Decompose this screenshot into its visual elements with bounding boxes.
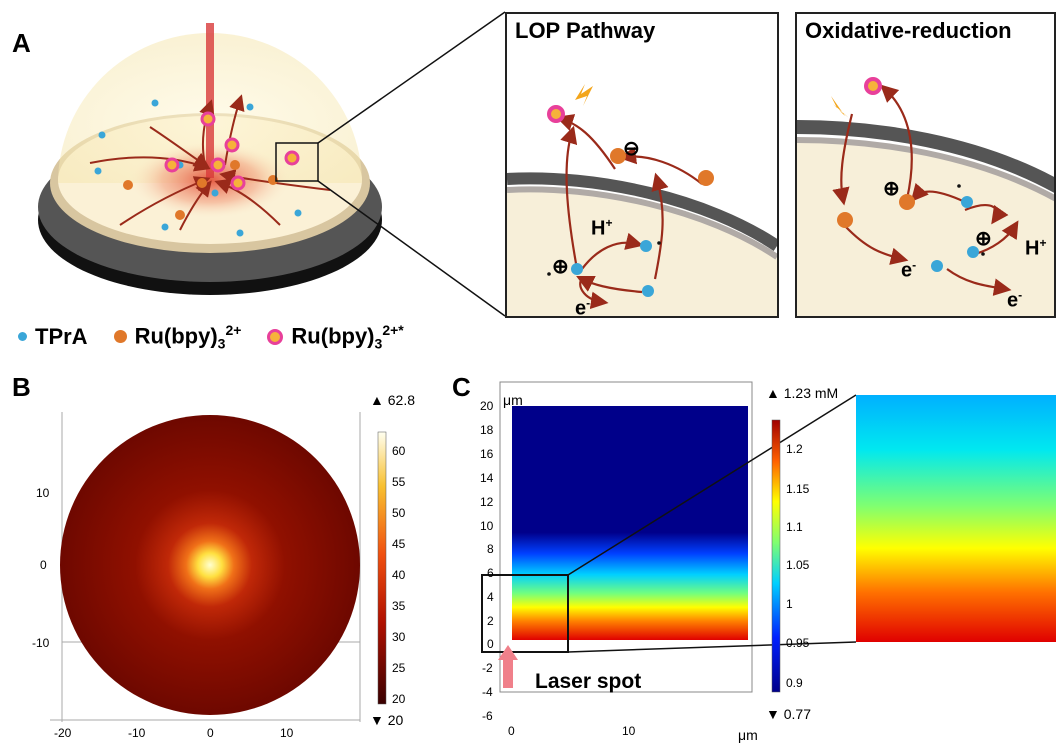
- lop-e-minus: e-: [575, 296, 591, 318]
- c-ytick: -6: [482, 709, 493, 723]
- b-xtick: -10: [128, 726, 146, 740]
- laser-spot-label: Laser spot: [535, 670, 642, 693]
- colorbar-b: [377, 431, 387, 705]
- electrode-dish-illustration: [38, 23, 382, 295]
- c-colorbar-max: ▲ 1.23 mM: [766, 385, 839, 401]
- legend-ru-star: Ru(bpy)32+*: [267, 322, 404, 352]
- species-legend: TPrA Ru(bpy)32+ Ru(bpy)32+*: [18, 322, 404, 352]
- c-zoom-region: [481, 574, 569, 653]
- b-cbtick: 25: [392, 661, 406, 675]
- c-cbtick: 1.2: [786, 442, 803, 456]
- zoomed-field: [856, 395, 1056, 642]
- c-colorbar-min: ▼ 0.77: [766, 706, 811, 722]
- c-ytick: 6: [487, 566, 494, 580]
- c-xtick: 10: [622, 724, 636, 738]
- b-cbtick: 50: [392, 506, 406, 520]
- legend-ru: Ru(bpy)32+: [113, 322, 241, 352]
- c-ytick: 16: [480, 447, 494, 461]
- b-cbtick: 60: [392, 444, 406, 458]
- c-cbtick: 1.1: [786, 520, 803, 534]
- ru-star-particles: [164, 111, 300, 191]
- concentration-map-plot: [481, 381, 1056, 693]
- c-ytick: 2: [487, 614, 494, 628]
- c-cbtick: 1.15: [786, 482, 810, 496]
- b-cbtick: 30: [392, 630, 406, 644]
- b-ytick: -10: [32, 636, 50, 650]
- c-x-unit: μm: [738, 727, 758, 743]
- c-ytick: -4: [482, 685, 493, 699]
- lop-pathway-box: LOP Pathway ⊖ ⊕ H+ e-: [505, 12, 779, 318]
- ox-plus-charge-1: ⊕: [883, 178, 900, 200]
- b-cbtick: 45: [392, 537, 406, 551]
- c-ytick: 18: [480, 423, 494, 437]
- temperature-map-plot: [50, 412, 387, 722]
- ox-h-plus: H+: [1025, 236, 1047, 260]
- concentration-field: [512, 406, 748, 640]
- ox-title: Oxidative-reduction: [805, 18, 1012, 43]
- b-xtick: 0: [207, 726, 214, 740]
- colorbar-c: [771, 419, 781, 693]
- ox-e-minus-2: e-: [1007, 288, 1023, 312]
- legend-tpra: TPrA: [18, 324, 88, 350]
- c-y-unit: μm: [503, 392, 523, 408]
- b-xtick: -20: [54, 726, 72, 740]
- c-ytick: 12: [480, 495, 494, 509]
- c-cbtick: 0.95: [786, 636, 810, 650]
- oxidative-reduction-box: Oxidative-reduction ⊕ ⊕ e- e- H+: [795, 12, 1056, 318]
- zoom-lines: [317, 11, 506, 317]
- b-xtick: 10: [280, 726, 294, 740]
- zoom-region: [275, 142, 319, 182]
- heat-disc: [60, 415, 360, 715]
- c-ytick: 4: [487, 590, 494, 604]
- c-ytick: 8: [487, 542, 494, 556]
- panel-a-letter: A: [12, 28, 31, 58]
- b-cbtick: 40: [392, 568, 406, 582]
- b-cbtick: 55: [392, 475, 406, 489]
- tpra-icon: [18, 332, 27, 342]
- panel-b-letter: B: [12, 372, 31, 402]
- b-ytick: 0: [40, 558, 47, 572]
- c-cbtick: 1: [786, 597, 793, 611]
- c-ytick: -2: [482, 661, 493, 675]
- ox-e-minus-1: e-: [901, 258, 917, 282]
- b-ytick: 10: [36, 486, 50, 500]
- lop-plus-charge: ⊕: [552, 256, 569, 278]
- c-ytick: 0: [487, 637, 494, 651]
- ox-plus-charge-2: ⊕: [975, 228, 992, 250]
- c-cbtick: 1.05: [786, 558, 810, 572]
- ru-star-icon: [267, 328, 284, 345]
- c-ytick: 14: [480, 471, 494, 485]
- b-colorbar-min: ▼ 20: [370, 712, 404, 728]
- lop-title: LOP Pathway: [515, 18, 656, 43]
- ru-icon: [113, 330, 127, 344]
- tpra-particles: [94, 99, 302, 237]
- lop-h-plus: H+: [591, 216, 613, 240]
- c-ytick: 20: [480, 399, 494, 413]
- c-cbtick: 0.9: [786, 676, 803, 690]
- b-cbtick: 20: [392, 692, 406, 706]
- laser-arrow: [498, 645, 518, 688]
- b-colorbar-max: ▲ 62.8: [370, 392, 415, 408]
- panel-c-letter: C: [452, 372, 471, 402]
- lop-minus-charge: ⊖: [623, 138, 640, 160]
- c-ytick: 10: [480, 519, 494, 533]
- c-xtick: 0: [508, 724, 515, 738]
- b-cbtick: 35: [392, 599, 406, 613]
